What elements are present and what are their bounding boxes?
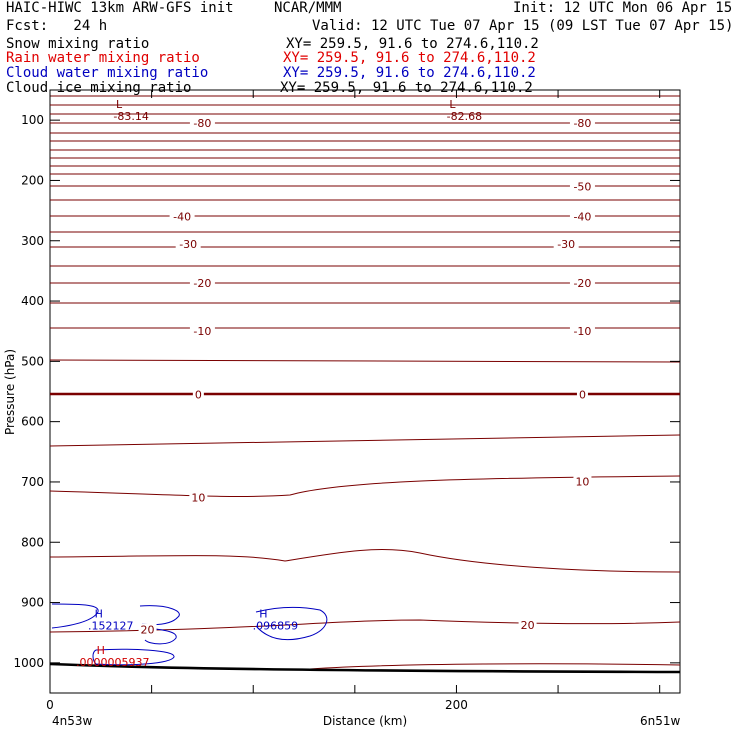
contour-label: 0 bbox=[195, 389, 202, 402]
contour-label: -10 bbox=[193, 325, 211, 338]
contour-label: -10 bbox=[573, 325, 591, 338]
cloud-water-contour bbox=[144, 627, 177, 645]
y-tick-label: 600 bbox=[21, 415, 44, 429]
extremum-letter: H bbox=[259, 608, 267, 621]
contour-label-bg bbox=[553, 237, 579, 250]
cloud-water-contour bbox=[92, 648, 175, 666]
contour-label: -20 bbox=[193, 277, 211, 290]
contour-label-bg bbox=[569, 180, 595, 193]
contour-label-bg bbox=[569, 325, 595, 338]
field-xy-cloudice: XY= 259.5, 91.6 to 274.6,110.2 bbox=[280, 80, 533, 96]
cloud-water-contour bbox=[139, 605, 180, 626]
y-tick-label: 300 bbox=[21, 234, 44, 248]
contour-label-bg bbox=[138, 623, 157, 636]
contour-label: -30 bbox=[557, 238, 575, 251]
valid-time: Valid: 12 UTC Tue 07 Apr 15 (09 LST Tue … bbox=[312, 18, 734, 34]
org-label: NCAR/MMM bbox=[274, 0, 342, 16]
isotherm-line bbox=[49, 619, 681, 633]
contour-label-bg bbox=[518, 618, 537, 631]
contour-label: -40 bbox=[173, 211, 191, 224]
field-xy-snow: XY= 259.5, 91.6 to 274.6,110.2 bbox=[286, 36, 539, 52]
contour-label-bg bbox=[189, 276, 215, 289]
extremum-letter: H bbox=[95, 608, 103, 621]
init-time: Init: 12 UTC Mon 06 Apr 15 bbox=[513, 0, 733, 16]
contour-label: 20 bbox=[141, 624, 155, 637]
y-tick-label: 200 bbox=[21, 173, 44, 187]
endpoint-left: 4n53w bbox=[52, 714, 93, 728]
terrain-line bbox=[49, 662, 681, 674]
extremum-value: .0000005937 bbox=[76, 656, 149, 669]
contour-label: 20 bbox=[521, 619, 535, 632]
field-name-snow: Snow mixing ratio bbox=[6, 36, 150, 52]
isotherm-line bbox=[49, 434, 681, 447]
contour-label: -40 bbox=[573, 211, 591, 224]
extremum-letter: H bbox=[97, 644, 105, 657]
contour-label: -80 bbox=[193, 117, 211, 130]
field-name-cloudwater: Cloud water mixing ratio bbox=[6, 65, 209, 81]
contour-label-bg bbox=[189, 491, 208, 504]
field-xy-rain: XY= 259.5, 91.6 to 274.6,110.2 bbox=[283, 50, 536, 66]
contour-labels: -80 -80 -50 -40 -40 -30 -30 -20 -20 -10 -10 0 0 10 10 2… bbox=[138, 117, 595, 637]
contour-label-bg bbox=[175, 237, 201, 250]
contour-label: -80 bbox=[573, 117, 591, 130]
x-axis-label: Distance (km) bbox=[323, 714, 407, 728]
surface-line bbox=[49, 662, 681, 674]
contour-label-bg bbox=[576, 388, 588, 401]
contour-label: 10 bbox=[575, 475, 589, 488]
y-tick-label: 500 bbox=[21, 354, 44, 368]
y-tick-label: 100 bbox=[21, 113, 44, 127]
extremum-value: -83.14 bbox=[113, 110, 148, 123]
x-tick-label: 200 bbox=[445, 698, 468, 712]
extremum-value: -82.68 bbox=[447, 110, 482, 123]
extremum-value: .096859 bbox=[253, 620, 299, 633]
isotherm-line bbox=[49, 549, 681, 573]
isotherm-line bbox=[309, 663, 681, 670]
extremum-value: .152127 bbox=[88, 620, 134, 633]
y-tick-label: 800 bbox=[21, 535, 44, 549]
contour-label-bg bbox=[192, 388, 204, 401]
contour-label: -20 bbox=[573, 277, 591, 290]
contour-label-bg bbox=[573, 475, 592, 488]
forecast-hour: Fcst: 24 h bbox=[6, 18, 108, 34]
endpoint-right: 6n51w bbox=[640, 714, 681, 728]
isotherm-line bbox=[49, 475, 681, 497]
plot-frame bbox=[49, 89, 681, 694]
isotherm-line bbox=[49, 359, 681, 363]
extremum-letter: L bbox=[449, 98, 456, 111]
contour-label-bg bbox=[569, 117, 595, 130]
y-axis-label: Pressure (hPa) bbox=[3, 349, 17, 435]
extrema-markers: L-83.14L-82.68H.152127H.096859H.00000059… bbox=[76, 98, 482, 669]
contour-label-bg bbox=[569, 210, 595, 223]
contour-label-bg bbox=[189, 117, 215, 130]
plot-title: HAIC-HIWC 13km ARW-GFS init bbox=[6, 0, 234, 16]
contour-label: 10 bbox=[191, 492, 205, 505]
contour-label-bg bbox=[569, 276, 595, 289]
field-name-cloudice: Cloud ice mixing ratio bbox=[6, 80, 192, 96]
contour-label: -30 bbox=[179, 238, 197, 251]
y-tick-label: 900 bbox=[21, 596, 44, 610]
contour-label-bg bbox=[169, 210, 195, 223]
field-name-rain: Rain water mixing ratio bbox=[6, 50, 200, 66]
extremum-letter: L bbox=[116, 98, 123, 111]
y-tick-label: 400 bbox=[21, 294, 44, 308]
y-tick-label: 700 bbox=[21, 475, 44, 489]
y-tick-label: 1000 bbox=[13, 656, 44, 670]
x-tick-label: 0 bbox=[46, 698, 54, 712]
cloud-water-contour bbox=[51, 603, 99, 629]
field-xy-cloudwater: XY= 259.5, 91.6 to 274.6,110.2 bbox=[283, 65, 536, 81]
cloud-water-contour bbox=[255, 606, 328, 641]
contour-label: -50 bbox=[573, 180, 591, 193]
contour-label: 0 bbox=[579, 389, 586, 402]
contour-label-bg bbox=[189, 325, 215, 338]
